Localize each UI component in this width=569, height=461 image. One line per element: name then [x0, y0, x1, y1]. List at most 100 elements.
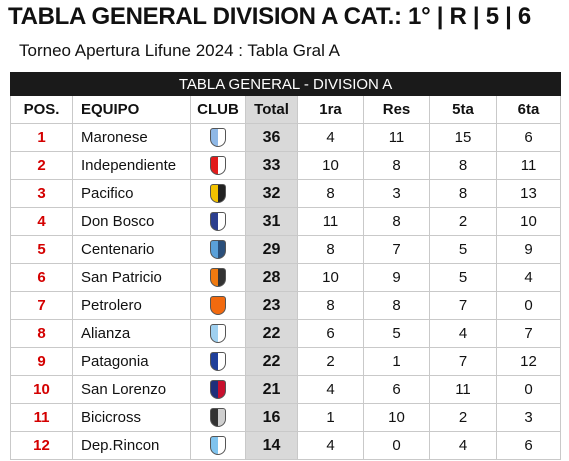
table-row: 4 Don Bosco 31 11 8 2 10 [10, 207, 562, 236]
sexta-points-cell: 11 [495, 151, 562, 180]
alianza-crest-icon [210, 324, 226, 343]
table-row: 9 Patagonia 22 2 1 7 12 [10, 347, 562, 376]
total-points-cell: 14 [245, 431, 298, 460]
primera-points-cell: 11 [297, 207, 364, 236]
quinta-points-cell: 4 [429, 319, 497, 348]
total-points-cell: 22 [245, 347, 298, 376]
team-name-cell: Dep.Rincon [72, 431, 191, 460]
table-row: 5 Centenario 29 8 7 5 9 [10, 235, 562, 264]
reserva-points-cell: 11 [363, 123, 430, 152]
team-name-cell: Pacifico [72, 179, 191, 208]
header-6ta: 6ta [495, 95, 562, 124]
position-cell: 11 [10, 403, 73, 432]
quinta-points-cell: 2 [429, 207, 497, 236]
sexta-points-cell: 12 [495, 347, 562, 376]
reserva-points-cell: 0 [363, 431, 430, 460]
table-row: 6 San Patricio 28 10 9 5 4 [10, 263, 562, 292]
table-row: 10 San Lorenzo 21 4 6 11 0 [10, 375, 562, 404]
dep-rincon-crest-icon [210, 436, 226, 455]
table-row: 8 Alianza 22 6 5 4 7 [10, 319, 562, 348]
primera-points-cell: 8 [297, 291, 364, 320]
standings-table: TABLA GENERAL - DIVISION A POS. EQUIPO C… [9, 72, 562, 460]
total-points-cell: 33 [245, 151, 298, 180]
club-crest-cell [190, 375, 246, 404]
table-banner: TABLA GENERAL - DIVISION A [9, 72, 562, 96]
primera-points-cell: 4 [297, 431, 364, 460]
header-5ta: 5ta [429, 95, 497, 124]
table-row: 12 Dep.Rincon 14 4 0 4 6 [10, 431, 562, 460]
reserva-points-cell: 6 [363, 375, 430, 404]
quinta-points-cell: 15 [429, 123, 497, 152]
quinta-points-cell: 7 [429, 347, 497, 376]
reserva-points-cell: 5 [363, 319, 430, 348]
club-crest-cell [190, 179, 246, 208]
total-points-cell: 23 [245, 291, 298, 320]
san-lorenzo-crest-icon [210, 380, 226, 399]
club-crest-cell [190, 319, 246, 348]
quinta-points-cell: 5 [429, 235, 497, 264]
page-subtitle: Torneo Apertura Lifune 2024 : Tabla Gral… [19, 41, 341, 60]
quinta-points-cell: 2 [429, 403, 497, 432]
total-points-cell: 32 [245, 179, 298, 208]
team-name-cell: Don Bosco [72, 207, 191, 236]
total-points-cell: 21 [245, 375, 298, 404]
petrolero-crest-icon [210, 296, 226, 315]
sexta-points-cell: 4 [495, 263, 562, 292]
independiente-crest-icon [210, 156, 226, 175]
table-row: 1 Maronese 36 4 11 15 6 [10, 123, 562, 152]
reserva-points-cell: 3 [363, 179, 430, 208]
page-title: TABLA GENERAL DIVISION A CAT.: 1° | R | … [8, 3, 531, 30]
maronese-crest-icon [210, 128, 226, 147]
primera-points-cell: 6 [297, 319, 364, 348]
position-cell: 6 [10, 263, 73, 292]
sexta-points-cell: 13 [495, 179, 562, 208]
position-cell: 8 [10, 319, 73, 348]
team-name-cell: Independiente [72, 151, 191, 180]
team-name-cell: Patagonia [72, 347, 191, 376]
reserva-points-cell: 8 [363, 207, 430, 236]
total-points-cell: 29 [245, 235, 298, 264]
position-cell: 1 [10, 123, 73, 152]
total-points-cell: 36 [245, 123, 298, 152]
primera-points-cell: 1 [297, 403, 364, 432]
club-crest-cell [190, 151, 246, 180]
header-res: Res [363, 95, 430, 124]
club-crest-cell [190, 291, 246, 320]
total-points-cell: 22 [245, 319, 298, 348]
sexta-points-cell: 0 [495, 375, 562, 404]
primera-points-cell: 8 [297, 235, 364, 264]
sexta-points-cell: 6 [495, 431, 562, 460]
total-points-cell: 28 [245, 263, 298, 292]
quinta-points-cell: 5 [429, 263, 497, 292]
team-name-cell: Bicicross [72, 403, 191, 432]
club-crest-cell [190, 431, 246, 460]
header-club: CLUB [190, 95, 246, 124]
club-crest-cell [190, 123, 246, 152]
club-crest-cell [190, 207, 246, 236]
patagonia-crest-icon [210, 352, 226, 371]
sexta-points-cell: 9 [495, 235, 562, 264]
quinta-points-cell: 4 [429, 431, 497, 460]
position-cell: 4 [10, 207, 73, 236]
team-name-cell: Maronese [72, 123, 191, 152]
club-crest-cell [190, 403, 246, 432]
team-name-cell: Petrolero [72, 291, 191, 320]
sexta-points-cell: 3 [495, 403, 562, 432]
table-row: 7 Petrolero 23 8 8 7 0 [10, 291, 562, 320]
quinta-points-cell: 8 [429, 179, 497, 208]
header-total: Total [245, 95, 298, 124]
total-points-cell: 16 [245, 403, 298, 432]
header-1ra: 1ra [297, 95, 364, 124]
san-patricio-crest-icon [210, 268, 226, 287]
quinta-points-cell: 11 [429, 375, 497, 404]
table-row: 2 Independiente 33 10 8 8 11 [10, 151, 562, 180]
sexta-points-cell: 7 [495, 319, 562, 348]
primera-points-cell: 2 [297, 347, 364, 376]
position-cell: 3 [10, 179, 73, 208]
table-row: 11 Bicicross 16 1 10 2 3 [10, 403, 562, 432]
team-name-cell: San Lorenzo [72, 375, 191, 404]
primera-points-cell: 10 [297, 263, 364, 292]
reserva-points-cell: 10 [363, 403, 430, 432]
pacifico-crest-icon [210, 184, 226, 203]
primera-points-cell: 4 [297, 375, 364, 404]
